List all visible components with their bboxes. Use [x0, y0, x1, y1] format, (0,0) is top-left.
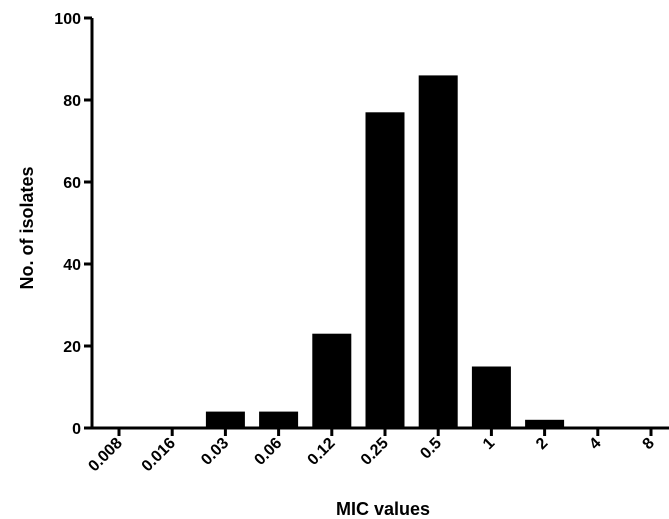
x-tick-label: 2	[533, 435, 551, 453]
bar	[525, 419, 565, 428]
x-axis-title: MIC values	[336, 499, 430, 519]
y-tick-label: 20	[63, 339, 81, 356]
bar	[365, 112, 405, 429]
x-tick-label: 0.016	[139, 435, 179, 475]
x-tick-label: 0.008	[85, 435, 125, 475]
x-tick-label: 4	[586, 435, 604, 453]
x-tick-label: 0.12	[305, 435, 339, 469]
bar	[259, 411, 299, 428]
bar	[471, 366, 511, 428]
y-axis: 0 20 40 60 80 100	[54, 11, 94, 438]
y-tick-label: 100	[54, 11, 81, 28]
y-tick-label: 40	[63, 257, 81, 274]
x-axis: 0.008 0.016 0.03 0.06 0.12 0.25 0.5 1 2 4 8	[85, 426, 669, 475]
bar	[205, 411, 245, 428]
y-tick-label: 80	[63, 93, 81, 110]
y-tick-label: 0	[72, 421, 81, 438]
y-tick-label: 60	[63, 175, 81, 192]
x-tick-label: 0.5	[417, 435, 445, 463]
x-tick-label: 0.06	[251, 435, 285, 469]
x-tick-label: 0.03	[198, 435, 232, 469]
x-tick-label: 0.25	[358, 435, 392, 469]
y-axis-title: No. of isolates	[17, 166, 37, 289]
bars	[205, 75, 565, 429]
x-tick-label: 8	[640, 435, 658, 453]
x-tick-label: 1	[480, 435, 498, 453]
bar	[312, 333, 352, 428]
bar	[418, 75, 458, 429]
